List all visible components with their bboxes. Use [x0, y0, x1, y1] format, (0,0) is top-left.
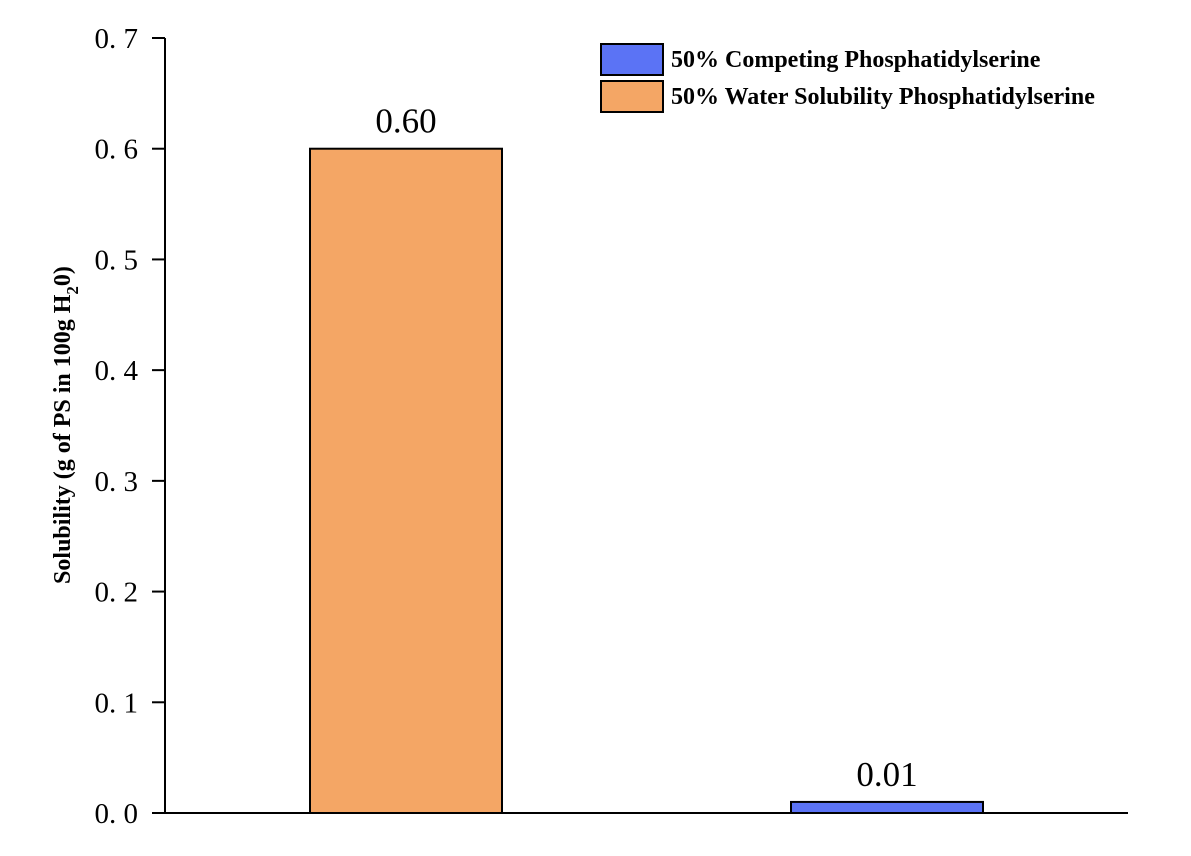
data-labels-layer: 0.60 0.01 — [375, 102, 917, 794]
y-axis-title: Solubility (g of PS in 100g H20) — [50, 266, 82, 584]
legend-label: 50% Competing Phosphatidylserine — [671, 47, 1041, 73]
y-axis-title-end: ) — [50, 266, 76, 274]
y-tick-label: 0. 4 — [95, 355, 139, 387]
y-axis-title-zero: 0 — [50, 274, 76, 286]
legend-swatch — [600, 80, 664, 113]
bar — [790, 800, 984, 815]
bar-value-label: 0.01 — [856, 755, 917, 794]
bars-layer — [309, 147, 984, 815]
y-tick-label: 0. 3 — [95, 466, 139, 498]
y-axis-title-main: Solubility (g of PS in 100g H — [50, 294, 76, 584]
y-tick-label: 0. 0 — [95, 798, 139, 830]
y-axis-title-subscript: 2 — [63, 286, 82, 295]
y-tick-label: 0. 2 — [95, 577, 139, 609]
y-tick-label: 0. 5 — [95, 244, 139, 276]
y-tick-label: 0. 1 — [95, 687, 139, 719]
legend-swatch — [600, 43, 664, 76]
bar-value-label: 0.60 — [375, 102, 436, 141]
y-tick-label: 0. 7 — [95, 23, 139, 55]
axes-layer: 0. 0 0. 1 0. 2 0. 3 0. 4 0. 5 0. 6 0. 7 — [95, 23, 1128, 830]
legend: 50% Competing Phosphatidylserine 50% Wate… — [600, 43, 1095, 113]
y-tick-label: 0. 6 — [95, 134, 139, 166]
legend-label: 50% Water Solubility Phosphatidylserine — [671, 84, 1095, 110]
bar — [309, 147, 503, 814]
